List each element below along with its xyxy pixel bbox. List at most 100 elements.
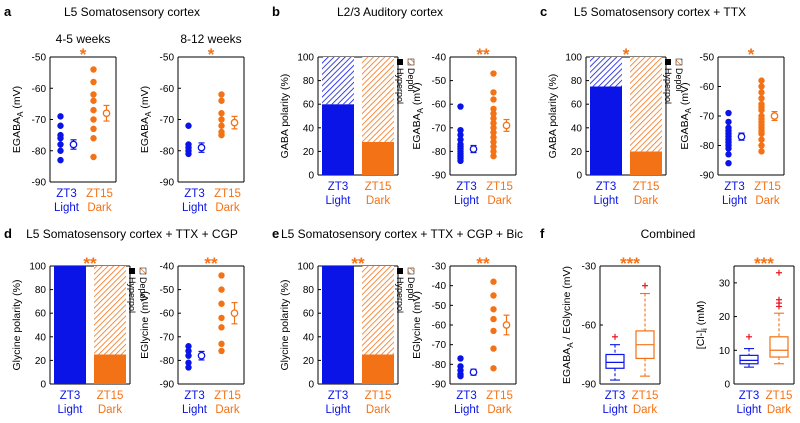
ytick-label-e2: -80 xyxy=(432,360,447,371)
mean-marker-a1 xyxy=(102,109,111,118)
bar-hyperpol-e1 xyxy=(322,266,354,384)
xtick-sublabel-a1: Dark xyxy=(87,202,112,214)
ytick-label-d1: 0 xyxy=(40,380,46,391)
xtick-sublabel-b1: Dark xyxy=(366,195,391,207)
ytick-label-e1: 0 xyxy=(308,380,314,391)
box-f2 xyxy=(769,336,789,358)
xtick-sublabel-d1: Light xyxy=(58,404,84,416)
legend-swatch-hyperpol xyxy=(129,268,135,274)
panel-title-f: Combined xyxy=(641,227,696,241)
mean-marker-b2 xyxy=(469,145,478,153)
ytick-label-c2: -90 xyxy=(700,171,715,182)
chart-a2: -90 -80 -70 -60 -50 EGABAA (mV) ZT3 Light ZT15 Da… xyxy=(139,32,245,214)
data-point-b2 xyxy=(457,157,464,165)
ytick-label-c1: 60 xyxy=(571,100,583,111)
ytick-label-e1: 20 xyxy=(303,356,315,367)
significance-c2: * xyxy=(748,45,755,64)
data-point-a1 xyxy=(90,97,97,104)
panel-title-d: L5 Somatosensory cortex + TTX + CGP xyxy=(26,227,238,241)
ylabel-a2: EGABAA (mV) xyxy=(139,86,153,153)
data-point-d2 xyxy=(185,347,192,355)
data-point-b2 xyxy=(490,124,497,131)
mean-marker-b2 xyxy=(502,121,511,130)
chart-d1: 0 20 40 60 80 100 Glycine polarity (%) ZT3 Light… xyxy=(11,254,148,416)
ytick-label-b2: -80 xyxy=(432,147,447,158)
xtick-label-c1: ZT3 xyxy=(596,181,616,193)
data-point-c2 xyxy=(725,160,732,167)
data-point-b2 xyxy=(490,105,497,113)
data-point-d2 xyxy=(218,324,225,331)
panel-title-b: L2/3 Auditory cortex xyxy=(337,5,443,19)
chart-e1: 0 20 40 60 80 100 Glycine polarity (%) ZT3 Light… xyxy=(279,254,416,416)
legend-swatch-hyperpol xyxy=(397,59,403,65)
ylabel-b1: GABA polarity (%) xyxy=(279,74,291,159)
significance-e1: ** xyxy=(351,254,365,273)
xtick-label-e2: ZT15 xyxy=(486,390,513,402)
panel-label-f: f xyxy=(540,226,545,241)
data-point-e2 xyxy=(457,355,464,362)
bar-depol-d1 xyxy=(94,266,126,355)
ytick-label-e2: -70 xyxy=(432,340,447,351)
ytick-label-b1: 40 xyxy=(303,123,315,134)
xtick-sublabel-b1: Light xyxy=(326,195,352,207)
ytick-label-b2: -90 xyxy=(432,171,447,182)
ytick-label-e1: 100 xyxy=(297,262,314,273)
xtick-sublabel-f1: Light xyxy=(603,404,629,416)
ytick-label-b2: -60 xyxy=(432,100,447,111)
data-point-a1 xyxy=(90,106,97,114)
data-point-b2 xyxy=(457,126,464,134)
xtick-label-f1: ZT15 xyxy=(632,390,659,402)
ytick-label-a1: -80 xyxy=(32,146,47,157)
ytick-label-e2: -30 xyxy=(432,262,447,273)
bar-hyperpol-c1 xyxy=(590,86,622,175)
legend-label-depol: Depol xyxy=(138,277,148,301)
ylabel-e1: Glycine polarity (%) xyxy=(279,279,291,370)
bar-hyperpol-e1 xyxy=(362,354,394,384)
xtick-sublabel-d2: Light xyxy=(182,404,208,416)
panel-label-e: e xyxy=(272,226,279,241)
box-f2 xyxy=(739,354,759,365)
ytick-label-a1: -70 xyxy=(32,115,47,126)
data-point-a1 xyxy=(57,147,64,154)
xtick-sublabel-c1: Light xyxy=(594,195,620,207)
data-point-a1 xyxy=(90,78,97,86)
ytick-label-b1: 100 xyxy=(297,53,314,64)
ylabel-b2: EGABAA (mV) xyxy=(411,82,425,149)
data-point-a1 xyxy=(57,135,64,142)
xtick-label-e2: ZT3 xyxy=(456,390,476,402)
ytick-label-a1: -50 xyxy=(32,53,47,64)
ytick-label-a1: -90 xyxy=(32,178,47,189)
ytick-label-d2: -50 xyxy=(160,285,175,296)
bar-depol-b1 xyxy=(322,57,354,105)
data-point-a2 xyxy=(218,131,225,139)
legend-label-hyperpol: Hyperpol xyxy=(663,68,673,104)
ylabel-e2: EGlycine (mV) xyxy=(411,291,423,359)
ylabel-c2: EGABAA (mV) xyxy=(679,82,693,149)
xtick-label-e1: ZT15 xyxy=(365,390,392,402)
data-point-d2 xyxy=(218,272,225,279)
xtick-label-b1: ZT15 xyxy=(365,181,392,193)
significance-f1: *** xyxy=(620,254,640,273)
ytick-label-c2: -80 xyxy=(700,141,715,152)
data-point-a2 xyxy=(218,110,225,117)
ylabel-d2: EGlycine (mV) xyxy=(139,291,151,359)
ytick-label-c1: 20 xyxy=(571,147,583,158)
ytick-label-c2: -50 xyxy=(700,53,715,64)
data-point-d2 xyxy=(185,364,192,371)
ytick-label-b1: 80 xyxy=(303,76,315,87)
data-point-a1 xyxy=(90,135,97,142)
data-point-c2 xyxy=(725,145,732,152)
data-point-b2 xyxy=(490,143,497,150)
ytick-label-e1: 60 xyxy=(303,309,315,320)
ytick-label-b1: 0 xyxy=(308,171,314,182)
ylabel-f1: EGABAA / EGlycine (mV) xyxy=(561,266,575,384)
data-point-a2 xyxy=(218,97,225,104)
xtick-label-c2: ZT3 xyxy=(724,181,744,193)
xtick-sublabel-c2: Light xyxy=(722,195,748,207)
significance-a2: * xyxy=(208,45,215,64)
data-point-b2 xyxy=(490,148,497,155)
xtick-label-a2: ZT3 xyxy=(184,188,204,200)
ytick-label-b2: -70 xyxy=(432,123,447,134)
data-point-a2 xyxy=(218,122,225,129)
ytick-label-d2: -60 xyxy=(160,309,175,320)
